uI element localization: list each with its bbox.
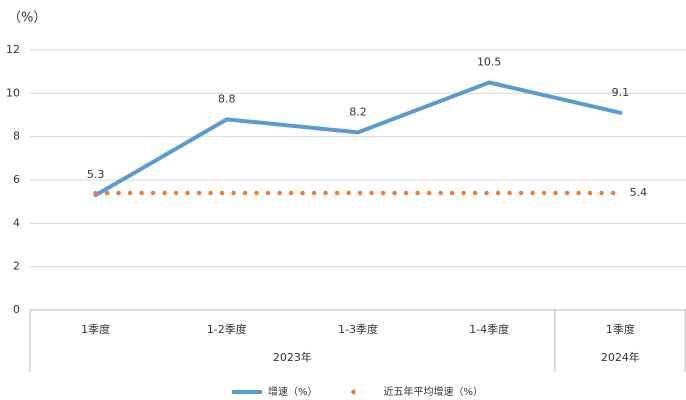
group-label: 2024年 (601, 350, 640, 364)
data-label: 9.1 (612, 86, 630, 99)
x-tick-label: 1-3季度 (338, 322, 378, 336)
y-tick-label: 4 (13, 216, 20, 229)
x-tick-label: 1季度 (81, 322, 110, 336)
y-tick-label: 10 (6, 86, 20, 99)
data-label: 8.8 (218, 92, 236, 105)
data-label: 5.3 (87, 168, 105, 181)
group-label: 2023年 (273, 350, 312, 364)
y-tick-label: 8 (13, 130, 20, 143)
y-tick-label: 0 (13, 303, 20, 316)
x-tick-label: 1季度 (606, 322, 635, 336)
data-label: 10.5 (477, 56, 502, 69)
legend-label: 增速（%） (268, 385, 318, 398)
y-tick-label: 12 (6, 43, 20, 56)
y-tick-label: 2 (13, 260, 20, 273)
y-tick-label: 6 (13, 173, 20, 186)
x-tick-label: 1-2季度 (207, 322, 247, 336)
unit-label: （%） (8, 11, 46, 26)
data-label: 8.2 (349, 105, 367, 118)
series-line (93, 80, 623, 198)
legend-label: 近五年平均增速（%） (384, 385, 484, 398)
x-tick-label: 1-4季度 (469, 322, 509, 336)
data-label: 5.4 (630, 186, 648, 199)
